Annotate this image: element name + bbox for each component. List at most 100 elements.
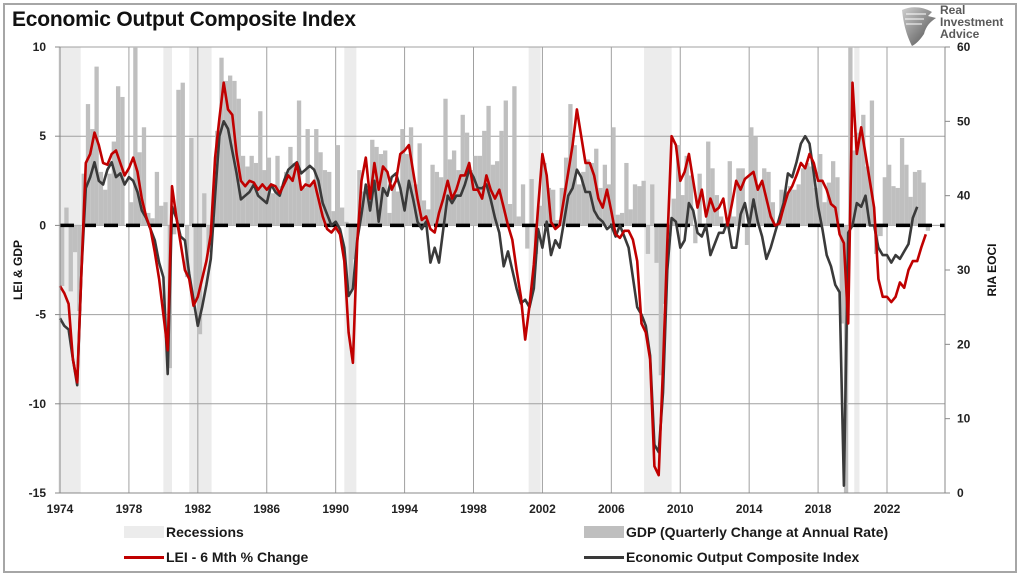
gdp-bar bbox=[227, 75, 233, 226]
gdp-bar bbox=[163, 202, 168, 226]
x-tick-label: 1998 bbox=[460, 502, 487, 516]
eagle-head-icon bbox=[902, 7, 936, 46]
gdp-bar bbox=[335, 145, 340, 226]
gdp-bar bbox=[296, 100, 302, 226]
gdp-bar bbox=[171, 225, 177, 235]
gdp-bar bbox=[327, 171, 332, 226]
gdp-bar bbox=[822, 202, 827, 226]
y-tick-label: -15 bbox=[29, 486, 47, 500]
gdp-bar bbox=[744, 225, 750, 246]
y2-tick-label: 50 bbox=[957, 114, 971, 128]
gdp-bar bbox=[727, 161, 732, 226]
x-tick-label: 2014 bbox=[736, 502, 763, 516]
gdp-bar bbox=[684, 155, 689, 226]
gdp-bar bbox=[899, 137, 905, 226]
gdp-bar bbox=[516, 216, 521, 226]
gdp-bar bbox=[223, 80, 228, 226]
logo-line: Advice bbox=[940, 27, 980, 41]
gdp-bar bbox=[826, 182, 832, 226]
y-tick-label: 5 bbox=[39, 129, 46, 143]
gdp-bar bbox=[921, 182, 926, 226]
gdp-bar bbox=[831, 161, 836, 226]
gdp-bar bbox=[598, 187, 603, 226]
gdp-bar bbox=[426, 209, 431, 226]
y2-tick-label: 10 bbox=[957, 412, 971, 426]
y-tick-label: 10 bbox=[33, 40, 47, 54]
gdp-bar bbox=[770, 202, 776, 226]
x-tick-label: 1990 bbox=[322, 502, 349, 516]
legend-item-lei: LEI - 6 Mth % Change bbox=[124, 549, 308, 565]
lei-line bbox=[58, 81, 928, 477]
gdp-bar bbox=[693, 225, 698, 244]
gdp-bar bbox=[85, 104, 91, 226]
y2-tick-label: 20 bbox=[957, 337, 971, 351]
gdp-bar bbox=[331, 211, 336, 226]
gdp-bar bbox=[719, 216, 724, 226]
left-axis-title: LEI & GDP bbox=[11, 240, 25, 300]
gdp-bar bbox=[749, 127, 754, 226]
gdp-bar bbox=[809, 166, 814, 226]
gdp-bar bbox=[262, 170, 267, 226]
y2-tick-label: 30 bbox=[957, 263, 971, 277]
gdp-bar bbox=[887, 164, 892, 226]
legend-label: LEI - 6 Mth % Change bbox=[166, 549, 309, 565]
gdp-bar bbox=[361, 191, 366, 226]
logo-text: Real Investment Advice bbox=[940, 4, 1003, 40]
left-axis-ticks: 10 5 0 -5 -10 -15 bbox=[29, 40, 60, 500]
gdp-bar bbox=[499, 130, 504, 226]
gdp-bar bbox=[451, 150, 457, 226]
gdp-bar bbox=[503, 100, 508, 226]
y2-tick-label: 0 bbox=[957, 486, 964, 500]
gdp-bar bbox=[658, 225, 664, 376]
gdp-bar bbox=[869, 100, 875, 226]
gdp-bar bbox=[507, 203, 513, 226]
gdp-bar bbox=[176, 89, 181, 226]
gdp-bar bbox=[878, 225, 883, 237]
x-tick-label: 1978 bbox=[116, 502, 143, 516]
gdp-bar bbox=[731, 216, 737, 226]
gdp-bar bbox=[787, 186, 793, 226]
gdp-bar bbox=[103, 189, 108, 226]
gdp-bar bbox=[581, 171, 586, 226]
gdp-bar bbox=[150, 218, 155, 226]
gdp-bar bbox=[189, 137, 194, 226]
gdp-bar bbox=[882, 177, 887, 226]
gdp-bar bbox=[301, 187, 306, 226]
right-axis-ticks: 60 50 40 30 20 10 0 bbox=[945, 40, 971, 500]
gdp-bar bbox=[538, 205, 543, 226]
eoci-line bbox=[58, 120, 919, 487]
gridlines bbox=[60, 46, 945, 493]
legend-label: Recessions bbox=[166, 524, 244, 540]
gdp-bar bbox=[861, 114, 866, 226]
gdp-bar bbox=[253, 162, 259, 226]
gdp-bar bbox=[391, 184, 396, 226]
gdp-bar bbox=[197, 225, 203, 335]
gdp-bar bbox=[925, 225, 931, 231]
x-tick-label: 2010 bbox=[667, 502, 694, 516]
gdp-bar bbox=[288, 146, 293, 226]
gdp-bar bbox=[624, 162, 629, 226]
gdp-bar bbox=[245, 166, 250, 226]
gdp-bar bbox=[180, 82, 185, 226]
gdp-bar bbox=[619, 212, 625, 226]
x-tick-label: 2006 bbox=[598, 502, 625, 516]
gdp-bar bbox=[344, 221, 349, 226]
gdp-bar bbox=[650, 184, 655, 226]
gdp-bar bbox=[839, 225, 844, 324]
gdp-bar bbox=[529, 179, 534, 226]
gdp-bar bbox=[395, 191, 401, 226]
gdp-bar bbox=[628, 209, 633, 226]
x-tick-label: 2002 bbox=[529, 502, 556, 516]
gdp-bar bbox=[456, 170, 461, 226]
gdp-bar bbox=[339, 207, 345, 226]
x-axis-ticks: 1974 1978 1982 1986 1990 1994 1998 2002 2006 2010… bbox=[47, 502, 901, 516]
gdp-bar bbox=[611, 127, 616, 226]
gdp-bar bbox=[835, 177, 840, 226]
gdp-bar bbox=[421, 200, 427, 226]
gdp-bar bbox=[710, 168, 715, 226]
gdp-bar bbox=[111, 141, 116, 226]
chart-frame bbox=[3, 3, 1017, 573]
recession-band bbox=[854, 47, 860, 493]
gdp-bar bbox=[477, 155, 483, 226]
